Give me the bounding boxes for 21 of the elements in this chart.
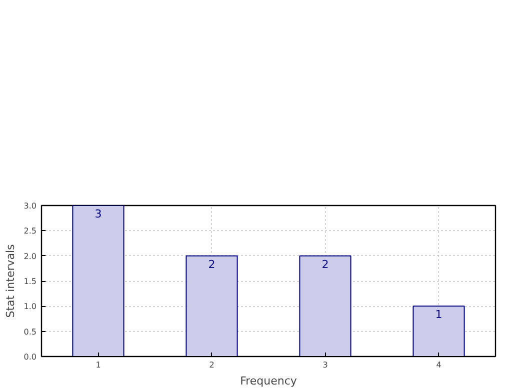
x-tick-label: 2 (209, 360, 214, 370)
bar (186, 255, 238, 356)
x-axis-title: Frequency (240, 374, 298, 388)
x-tick-label: 1 (96, 360, 101, 370)
y-tick-label: 1.0 (24, 302, 37, 312)
data-label: 2 (208, 258, 216, 271)
y-axis-title: Stat intervals (4, 244, 17, 318)
x-tick-label: 3 (322, 360, 328, 370)
bar (299, 255, 352, 356)
data-label: 3 (94, 208, 102, 220)
data-label: 2 (322, 258, 329, 271)
y-tick-label: 2.0 (24, 252, 37, 261)
y-tick-label: 2.5 (24, 226, 37, 236)
bar (412, 306, 465, 356)
y-tick-label: 0.0 (24, 352, 37, 362)
y-tick-label: 1.5 (24, 277, 37, 286)
y-tick-label: 0.5 (24, 327, 37, 336)
bar (72, 206, 124, 356)
data-label: 1 (435, 308, 442, 322)
y-tick-label: 3.0 (24, 202, 37, 210)
x-tick-label: 4 (436, 360, 442, 370)
